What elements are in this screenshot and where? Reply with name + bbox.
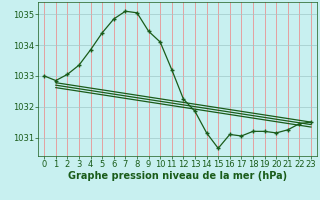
X-axis label: Graphe pression niveau de la mer (hPa): Graphe pression niveau de la mer (hPa) (68, 171, 287, 181)
